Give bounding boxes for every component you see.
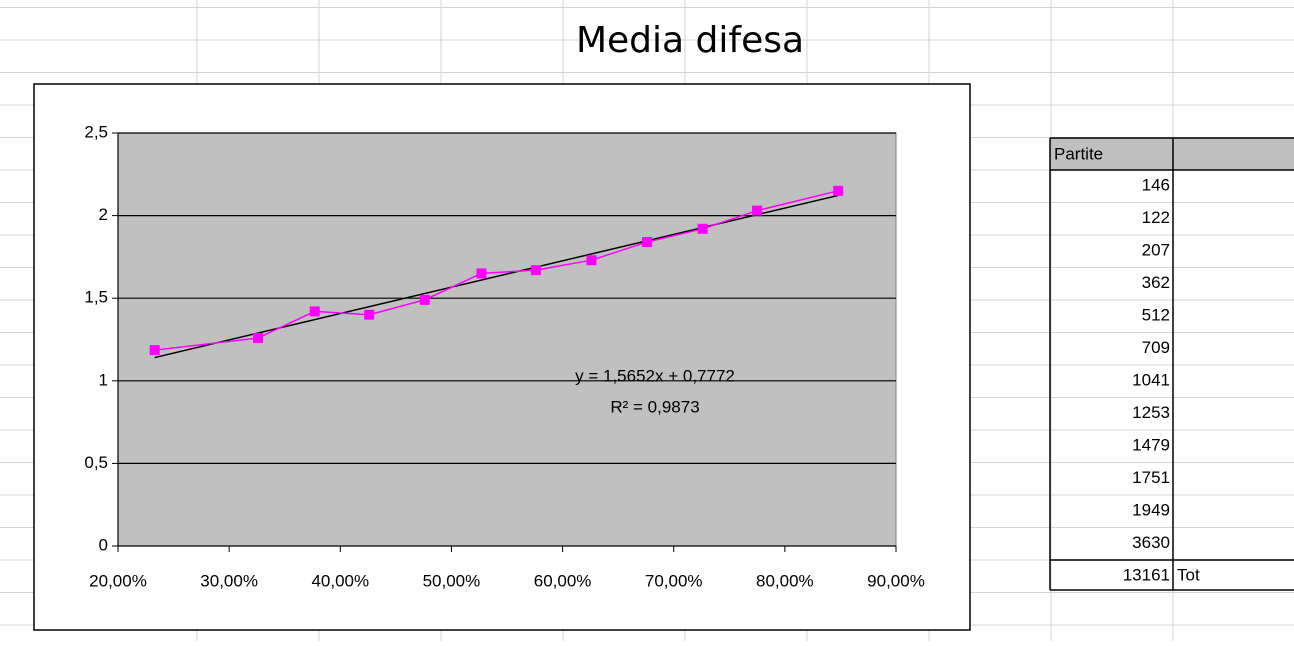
- table-total-label: Tot: [1177, 565, 1200, 584]
- table-cell: 512: [1142, 305, 1170, 324]
- table-cell: 3630: [1132, 533, 1170, 552]
- data-point: [697, 223, 708, 234]
- y-tick-label: 2: [99, 205, 108, 224]
- table-total: 13161: [1123, 565, 1170, 584]
- table-cell: 207: [1142, 240, 1170, 259]
- x-tick-label: 70,00%: [645, 571, 703, 590]
- x-tick-label: 80,00%: [756, 571, 814, 590]
- table-cell: 122: [1142, 208, 1170, 227]
- trendline-annotation: y = 1,5652x + 0,7772: [575, 366, 735, 385]
- table-header-fill: [1050, 138, 1294, 170]
- data-point: [419, 294, 430, 305]
- y-tick-label: 0,5: [84, 453, 108, 472]
- plot-area: [117, 132, 897, 547]
- x-tick-label: 90,00%: [867, 571, 925, 590]
- data-point: [149, 345, 160, 356]
- trendline-annotation: R² = 0,9873: [610, 397, 699, 416]
- table-cell: 1949: [1132, 500, 1170, 519]
- x-tick-label: 50,00%: [423, 571, 481, 590]
- data-point: [253, 333, 264, 344]
- y-tick-label: 0: [99, 535, 108, 554]
- table-cell: 1041: [1132, 370, 1170, 389]
- table-cell: 146: [1142, 175, 1170, 194]
- x-tick-label: 40,00%: [311, 571, 369, 590]
- y-tick-label: 1: [99, 370, 108, 389]
- table-cell: 1479: [1132, 435, 1170, 454]
- data-point: [642, 237, 653, 248]
- x-tick-label: 20,00%: [89, 571, 147, 590]
- table-borders: [1049, 137, 1294, 591]
- y-tick-label: 1,5: [84, 288, 108, 307]
- data-point: [364, 309, 375, 320]
- x-tick-label: 60,00%: [534, 571, 592, 590]
- data-point: [833, 185, 844, 196]
- table-cell: 1253: [1132, 403, 1170, 422]
- table-cell: 709: [1142, 338, 1170, 357]
- table-cell: 362: [1142, 273, 1170, 292]
- data-point: [586, 255, 597, 266]
- series-line: [154, 190, 839, 351]
- data-point: [530, 265, 541, 276]
- data-point: [476, 268, 487, 279]
- table-cell: 1751: [1132, 468, 1170, 487]
- sheet-title: Media difesa: [576, 20, 804, 61]
- y-tick-label: 2,5: [84, 122, 108, 141]
- data-point: [309, 306, 320, 317]
- x-tick-label: 30,00%: [200, 571, 258, 590]
- trendline: [154, 194, 839, 359]
- data-point: [752, 205, 763, 216]
- table-header: Partite: [1054, 144, 1103, 163]
